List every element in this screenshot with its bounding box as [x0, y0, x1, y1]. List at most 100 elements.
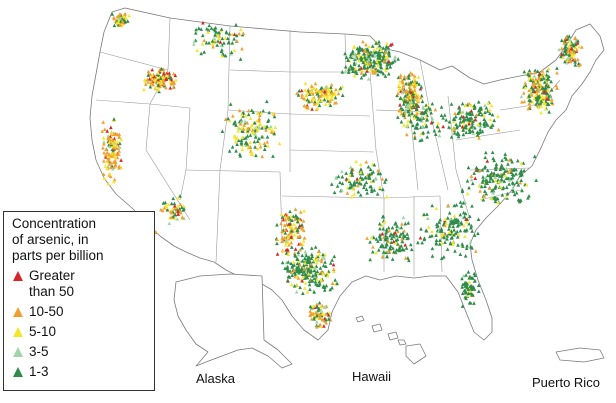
sample-site-mark	[492, 118, 496, 123]
sample-site-mark	[484, 177, 488, 182]
sample-site-mark	[483, 155, 488, 160]
sample-site-mark	[332, 269, 336, 273]
sample-site-mark	[404, 99, 409, 104]
sample-site-mark	[532, 89, 537, 94]
sample-site-mark	[318, 90, 323, 95]
sample-site-mark	[402, 247, 406, 252]
sample-site-mark	[253, 145, 257, 149]
sample-site-mark	[531, 79, 536, 84]
sample-site-mark	[499, 163, 504, 167]
sample-site-mark	[226, 116, 230, 121]
legend-item-label: 10-50	[29, 304, 64, 319]
sample-site-mark	[257, 125, 261, 130]
sample-site-mark	[369, 179, 373, 183]
sample-site-mark	[447, 230, 452, 234]
sample-site-mark	[461, 282, 465, 287]
sample-site-mark	[456, 134, 461, 139]
legend-marker-4	[13, 367, 23, 377]
sample-site-mark	[305, 259, 310, 264]
sample-site-mark	[470, 123, 475, 128]
sample-site-mark	[289, 261, 293, 265]
sample-site-mark	[378, 62, 383, 66]
sample-site-mark	[393, 220, 398, 225]
sample-site-mark	[466, 287, 471, 291]
sample-site-mark	[390, 225, 395, 230]
sample-site-mark	[238, 27, 243, 32]
puerto-rico-outline	[555, 347, 605, 363]
sample-site-mark	[488, 111, 492, 116]
sample-site-mark	[502, 179, 507, 183]
sample-site-mark	[329, 182, 334, 186]
sample-site-mark	[284, 239, 289, 243]
sample-site-mark	[116, 152, 121, 157]
sample-site-mark	[397, 225, 401, 230]
sample-site-mark	[321, 252, 325, 257]
sample-site-mark	[245, 142, 250, 146]
sample-site-mark	[471, 131, 476, 136]
sample-site-mark	[365, 69, 369, 73]
sample-site-mark	[315, 88, 319, 92]
sample-site-mark	[235, 39, 239, 43]
sample-site-mark	[447, 224, 452, 228]
sample-site-mark	[398, 79, 402, 84]
sample-site-mark	[445, 247, 450, 251]
sample-site-mark	[220, 36, 225, 41]
sample-site-mark	[386, 249, 390, 254]
sample-site-mark	[310, 264, 314, 269]
sample-site-mark	[376, 63, 380, 67]
sample-site-mark	[312, 268, 317, 273]
sample-site-mark	[107, 135, 111, 140]
sample-site-mark	[241, 31, 246, 35]
sample-site-mark	[102, 158, 106, 163]
sample-site-mark	[320, 98, 324, 103]
sample-site-mark	[391, 234, 396, 238]
sample-site-mark	[347, 185, 352, 190]
sample-site-mark	[217, 30, 222, 35]
sample-site-mark	[469, 244, 473, 249]
sample-site-mark	[413, 96, 417, 101]
sample-site-mark	[362, 49, 367, 53]
sample-site-mark	[372, 47, 376, 52]
sample-site-mark	[360, 47, 365, 52]
sample-site-mark	[298, 241, 303, 246]
sample-site-mark	[407, 93, 412, 97]
sample-site-mark	[146, 73, 151, 77]
sample-site-mark	[286, 279, 290, 283]
sample-site-mark	[471, 292, 475, 297]
sample-site-mark	[241, 110, 246, 115]
sample-site-mark	[381, 71, 386, 76]
sample-site-mark	[349, 170, 353, 175]
sample-site-mark	[529, 71, 533, 75]
sample-site-mark	[230, 32, 234, 37]
sample-site-mark	[496, 127, 501, 132]
sample-site-mark	[482, 165, 487, 170]
sample-site-mark	[423, 110, 428, 115]
sample-site-mark	[428, 107, 433, 111]
sample-site-mark	[158, 84, 162, 88]
sample-site-mark	[384, 194, 389, 199]
sample-site-mark	[437, 220, 441, 224]
sample-site-mark	[578, 62, 583, 67]
sample-site-mark	[435, 222, 439, 226]
sample-site-mark	[290, 263, 295, 268]
sample-site-mark	[386, 71, 391, 76]
sample-site-mark	[539, 74, 543, 78]
sample-site-mark	[195, 48, 200, 53]
sample-site-mark	[359, 57, 363, 62]
sample-site-mark	[530, 93, 534, 97]
sample-site-mark	[529, 78, 533, 82]
sample-site-mark	[489, 170, 494, 175]
sample-site-mark	[343, 64, 348, 69]
sample-site-mark	[294, 213, 298, 218]
sample-site-mark	[487, 179, 492, 184]
sample-site-mark	[113, 154, 117, 159]
sample-site-mark	[390, 257, 395, 261]
sample-site-mark	[458, 212, 463, 217]
sample-site-mark	[488, 108, 492, 112]
sample-site-mark	[213, 25, 218, 30]
sample-site-mark	[239, 120, 243, 124]
sample-site-mark	[388, 65, 393, 69]
sample-site-mark	[312, 317, 316, 321]
sample-site-mark	[398, 73, 403, 77]
